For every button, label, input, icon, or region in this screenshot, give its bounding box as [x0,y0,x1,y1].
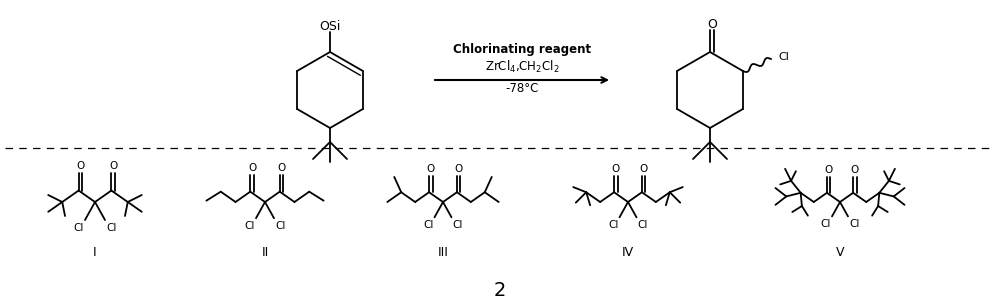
Text: IV: IV [622,246,634,258]
Text: Cl: Cl [608,220,618,230]
Text: O: O [851,165,859,175]
Text: Cl: Cl [638,220,648,230]
Text: O: O [248,163,256,173]
Text: O: O [707,17,717,30]
Text: Cl: Cl [423,220,434,230]
Text: Cl: Cl [106,223,116,233]
Text: ZrCl$_4$,CH$_2$Cl$_2$: ZrCl$_4$,CH$_2$Cl$_2$ [485,59,559,75]
Text: -78°C: -78°C [505,81,539,95]
Text: Cl: Cl [452,220,463,230]
Text: 2: 2 [494,281,506,300]
Text: O: O [109,161,117,170]
Text: O: O [640,164,648,174]
Text: Cl: Cl [275,221,285,231]
Text: Cl: Cl [778,52,789,62]
Text: III: III [438,246,448,258]
Text: V: V [836,246,844,258]
Text: I: I [93,246,97,258]
Text: Cl: Cl [821,220,831,229]
Text: II: II [261,246,269,258]
Text: Cl: Cl [74,223,84,233]
Text: OSi: OSi [319,20,341,33]
Text: O: O [427,164,435,174]
Text: Chlorinating reagent: Chlorinating reagent [453,44,591,56]
Text: O: O [825,165,833,175]
Text: Cl: Cl [849,220,859,229]
Text: O: O [76,161,84,170]
Text: O: O [612,164,620,174]
Text: O: O [277,163,286,173]
Text: O: O [455,164,463,174]
Text: Cl: Cl [245,221,255,231]
